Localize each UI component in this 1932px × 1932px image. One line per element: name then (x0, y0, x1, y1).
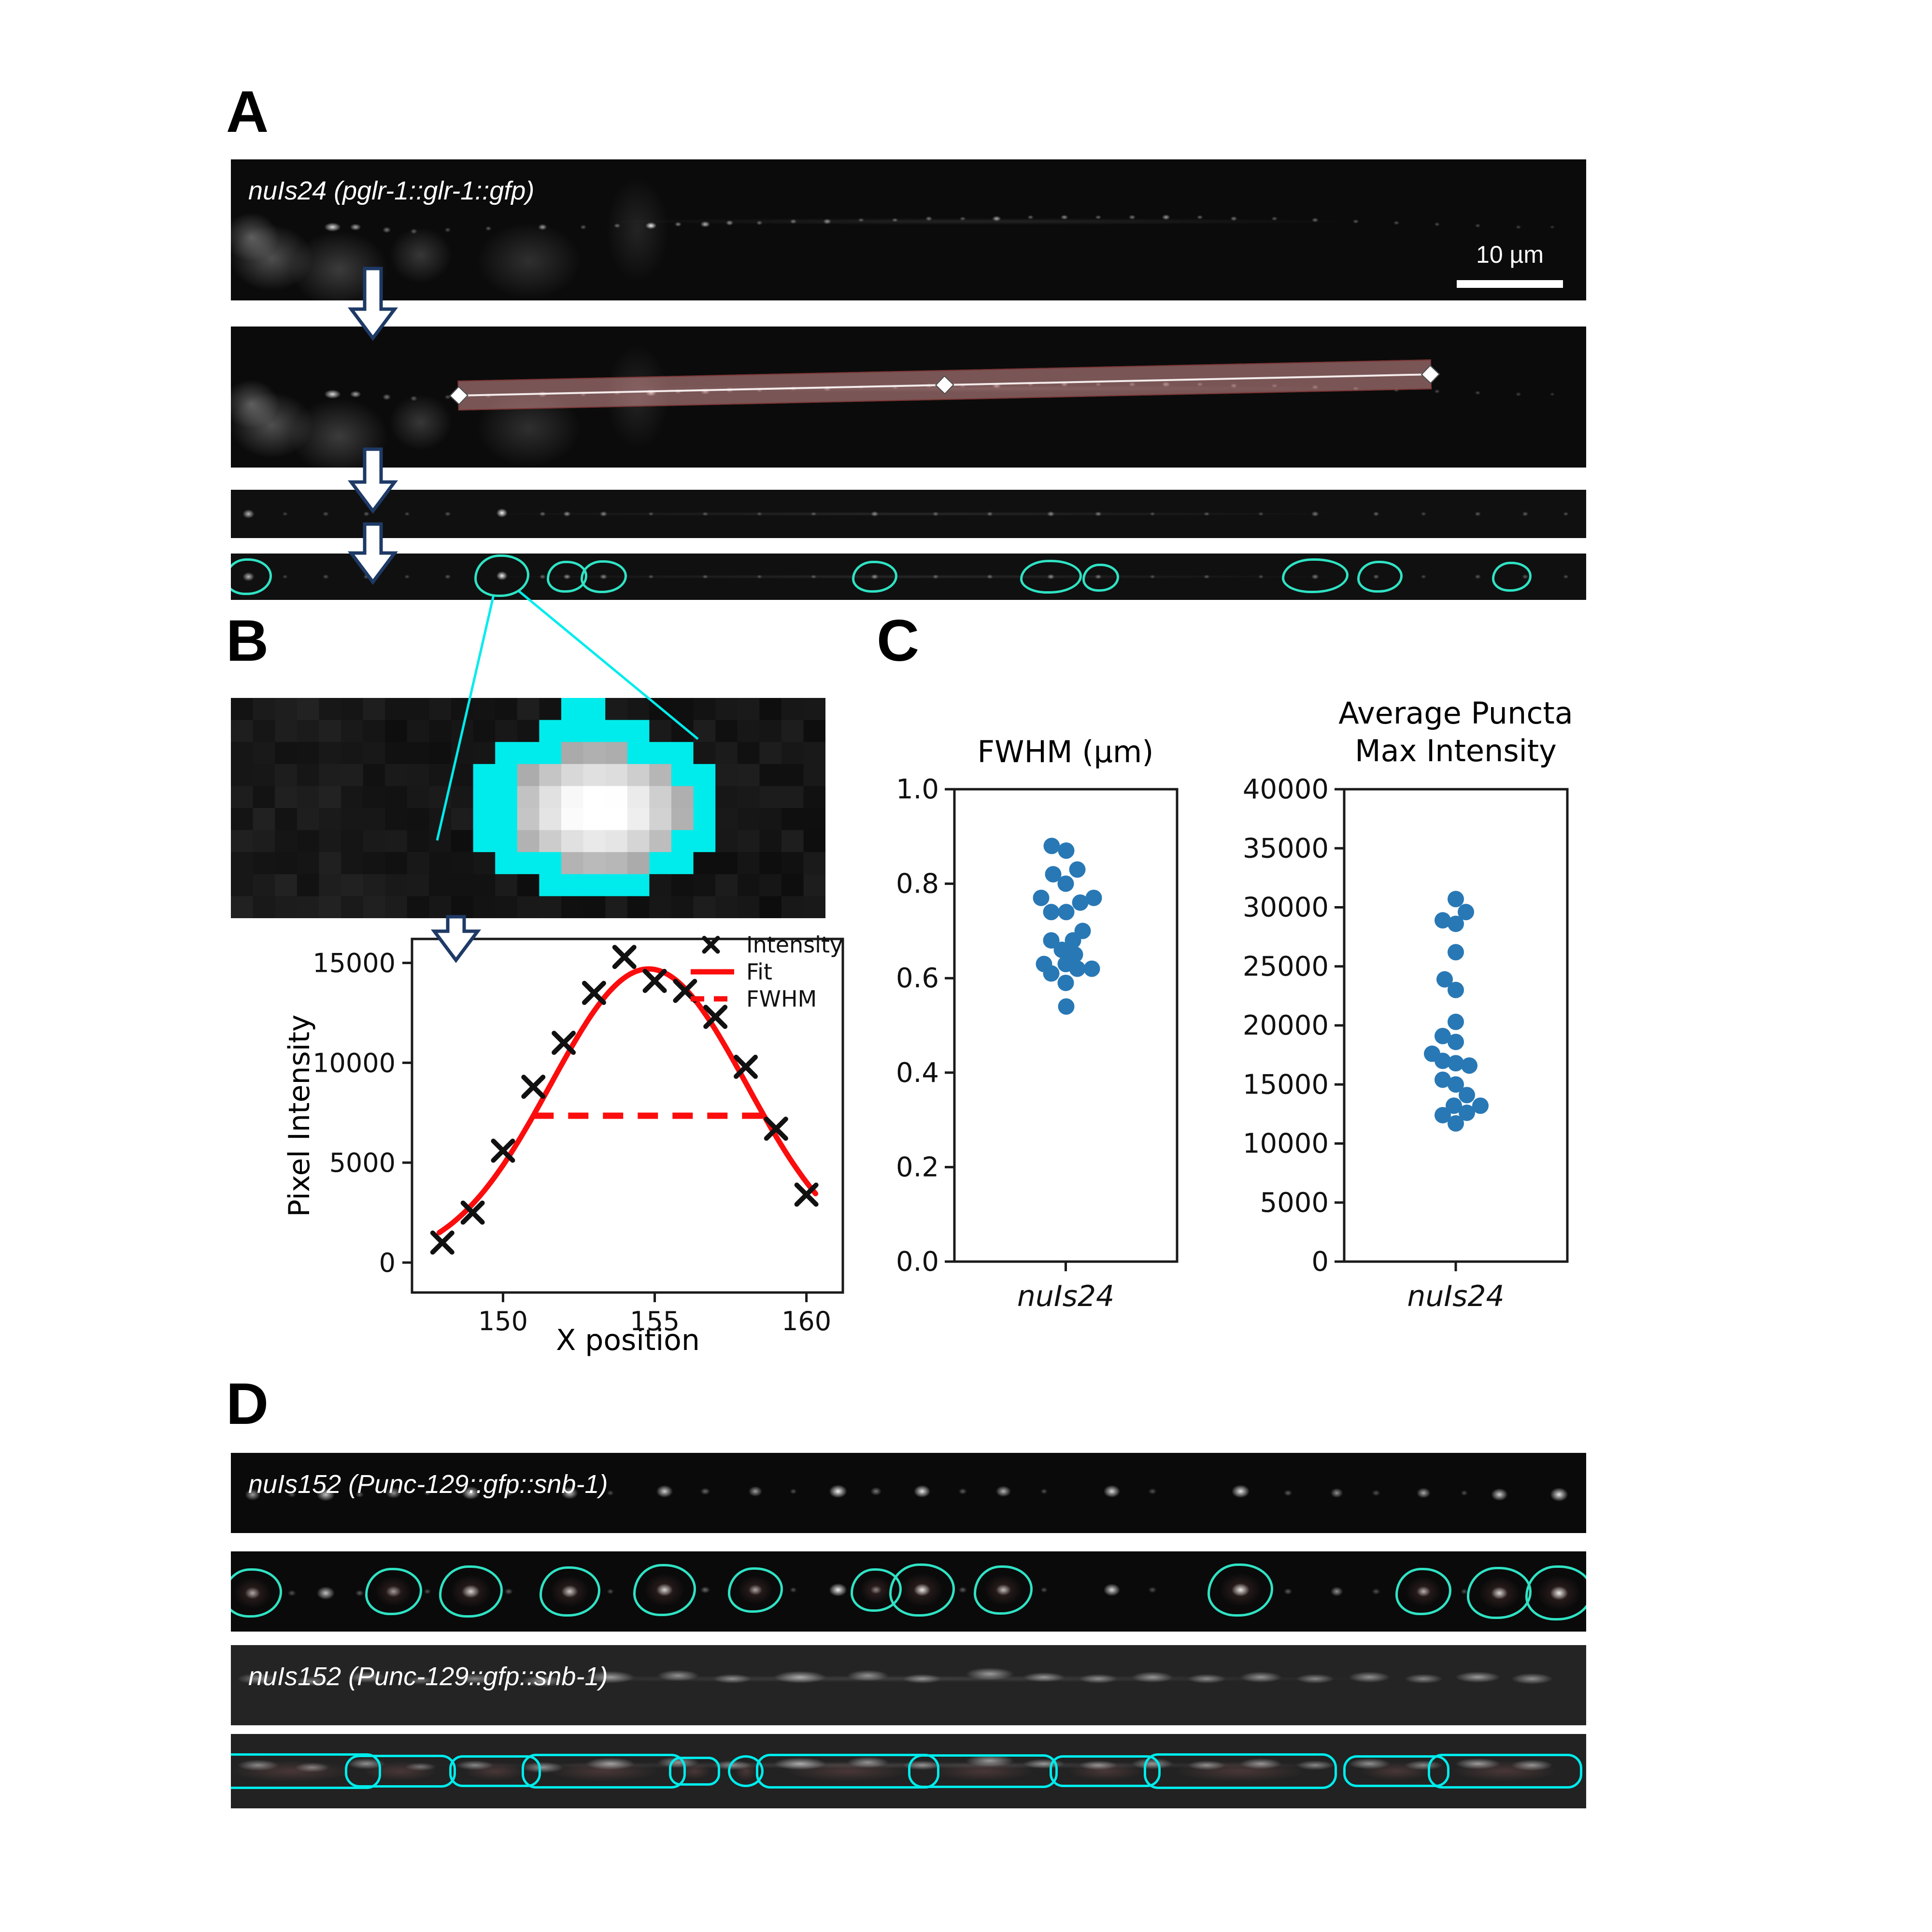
svg-text:0: 0 (379, 1248, 396, 1278)
micrograph-raw: nuIs24 (pglr-1::glr-1::gfp) 10 µm (231, 159, 1586, 300)
svg-text:155: 155 (630, 1306, 680, 1336)
roi-handle-right (1421, 365, 1440, 384)
svg-text:160: 160 (781, 1306, 831, 1336)
segmentation-outline (439, 1565, 503, 1618)
panel-c-label: C (877, 608, 920, 673)
svg-text:0.0: 0.0 (896, 1246, 939, 1278)
segmentation-outline (974, 1565, 1033, 1615)
segmentation-outline (365, 1568, 422, 1615)
segmentation-outline (474, 554, 530, 597)
svg-text:15000: 15000 (313, 948, 396, 979)
svg-text:0.6: 0.6 (896, 963, 939, 994)
max-intensity-strip-chart: 0 5000 10000 15000 20000 25000 30000 35000 40000… (1243, 774, 1569, 1313)
svg-text:0.2: 0.2 (896, 1151, 939, 1183)
segmentation-outline (1082, 563, 1120, 592)
svg-text:10000: 10000 (1243, 1128, 1329, 1160)
micrograph-snb1-segmented (231, 1551, 1586, 1632)
svg-text:Intensity: Intensity (746, 932, 843, 958)
micrograph-genotype-label: nuIs152 (Punc-129::gfp::snb-1) (248, 1662, 608, 1691)
segmentation-outline (727, 1567, 783, 1613)
panel-a-label: A (226, 79, 269, 144)
segmentation-outline (1525, 1565, 1586, 1621)
segmentation-outline (1049, 1755, 1161, 1787)
svg-text:0.8: 0.8 (896, 868, 939, 900)
svg-text:nuIs24: nuIs24 (1017, 1279, 1114, 1313)
segmentation-outline (539, 1566, 600, 1617)
fwhm-strip-chart: 0.0 0.2 0.4 0.6 0.8 1.0 nuIs24 (896, 774, 1179, 1313)
segmentation-outline (755, 1754, 939, 1789)
svg-text:30000: 30000 (1243, 892, 1329, 923)
b-xlabel: X position (556, 1323, 700, 1357)
intensity-chart-title: Average Puncta Max Intensity (1338, 696, 1573, 768)
svg-text:nuIs24: nuIs24 (1407, 1279, 1504, 1313)
segmentation-outline (1281, 558, 1349, 594)
segmentation-outline (889, 1563, 955, 1617)
segmentation-outline (1467, 1567, 1532, 1619)
svg-text:FWHM: FWHM (746, 986, 817, 1012)
segmentation-outline (728, 1755, 764, 1787)
svg-text:35000: 35000 (1243, 833, 1329, 864)
segmentation-outline (1492, 562, 1532, 592)
svg-text:40000: 40000 (1243, 774, 1329, 805)
svg-text:0: 0 (1311, 1246, 1329, 1278)
scale-bar (1457, 280, 1563, 288)
segmentation-outline (1395, 1568, 1452, 1615)
svg-text:150: 150 (478, 1306, 528, 1336)
segmentation-outline (1020, 560, 1082, 594)
segmentation-outline (231, 1568, 282, 1618)
svg-text:10000: 10000 (313, 1048, 396, 1078)
segmentation-outline (344, 1755, 456, 1788)
punctum-zoom-inset (231, 698, 825, 918)
roi-handle-center (935, 375, 954, 395)
micrograph-segmented (231, 554, 1586, 600)
segmentation-outline (908, 1754, 1058, 1788)
segmentation-outline (580, 560, 627, 593)
segmentation-outline (852, 561, 897, 593)
svg-text:5000: 5000 (329, 1148, 396, 1178)
roi-band (449, 359, 1440, 411)
svg-text:20000: 20000 (1243, 1010, 1329, 1041)
segmentation-outline (1144, 1753, 1337, 1789)
segmentation-outline (231, 1753, 382, 1789)
micrograph-snb1-diffuse-segmented (231, 1734, 1586, 1808)
micrograph-snb1-raw: nuIs152 (Punc-129::gfp::snb-1) (231, 1453, 1586, 1533)
fwhm-chart-title: FWHM (μm) (977, 734, 1154, 769)
segmentation-outline (1427, 1754, 1582, 1789)
micrograph-genotype-label: nuIs24 (pglr-1::glr-1::gfp) (248, 176, 535, 205)
segmentation-outline (1357, 561, 1403, 593)
svg-text:Fit: Fit (746, 959, 772, 985)
panel-b-label: B (226, 608, 269, 673)
svg-text:25000: 25000 (1243, 951, 1329, 982)
micrograph-snb1-diffuse: nuIs152 (Punc-129::gfp::snb-1) (231, 1645, 1586, 1725)
micrograph-genotype-label: nuIs152 (Punc-129::gfp::snb-1) (248, 1470, 608, 1499)
segmentation-outline (1208, 1563, 1274, 1617)
segmentation-outline (1343, 1755, 1450, 1787)
scale-bar-label: 10 µm (1476, 241, 1544, 268)
svg-text:5000: 5000 (1260, 1187, 1329, 1219)
svg-text:15000: 15000 (1243, 1069, 1329, 1100)
micrograph-roi-selection (231, 327, 1586, 468)
panel-d-label: D (226, 1371, 269, 1436)
svg-text:0.4: 0.4 (896, 1057, 939, 1089)
segmentation-outline (521, 1754, 686, 1789)
segmentation-outline (633, 1563, 696, 1616)
svg-text:1.0: 1.0 (896, 774, 939, 805)
segmentation-outline (449, 1755, 541, 1787)
micrograph-straightened (231, 490, 1586, 538)
segmentation-outline (668, 1757, 720, 1786)
segmentation-outline (231, 558, 272, 595)
roi-handle-left (449, 386, 469, 405)
